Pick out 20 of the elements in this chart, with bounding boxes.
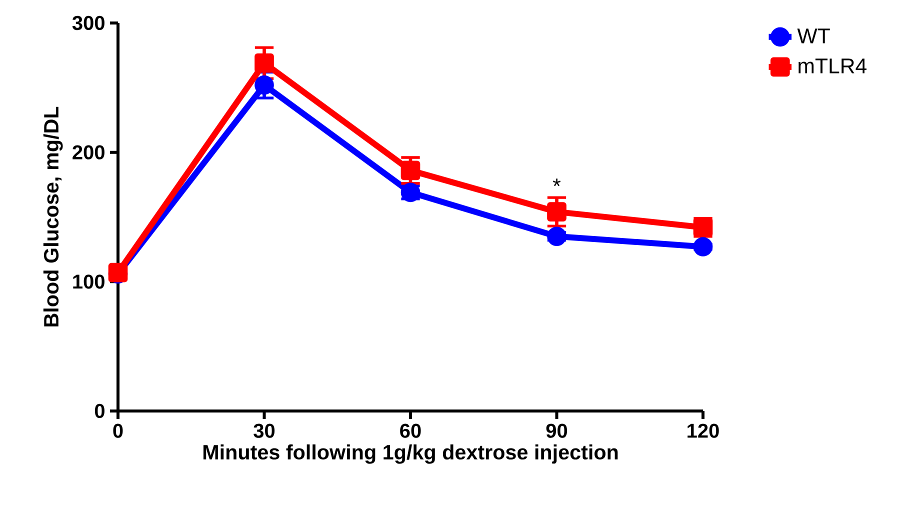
y-tick-label: 300 — [72, 16, 104, 30]
legend-label: WT — [797, 28, 830, 44]
annotation: * — [552, 178, 561, 186]
point — [400, 160, 420, 180]
point — [254, 75, 274, 95]
point — [547, 202, 566, 222]
x-tick-label: 0 — [113, 424, 123, 438]
point — [254, 53, 274, 73]
x-tick-label: 30 — [254, 424, 275, 438]
x-tick-label: 90 — [546, 424, 568, 438]
point — [693, 237, 713, 256]
x-tick-label: 120 — [688, 424, 719, 438]
x-tick-label: 60 — [400, 424, 421, 438]
y-tick-label: 100 — [73, 274, 104, 289]
x-axis-title: Minutes following 1g/kg dextrose injection — [203, 444, 618, 464]
legend-label: mTLR4 — [798, 58, 866, 74]
y-axis-title: Blood Glucose, mg/DL — [43, 106, 63, 326]
point — [547, 226, 566, 246]
y-tick-label: 200 — [72, 145, 104, 160]
y-tick-label: 0 — [94, 404, 104, 418]
